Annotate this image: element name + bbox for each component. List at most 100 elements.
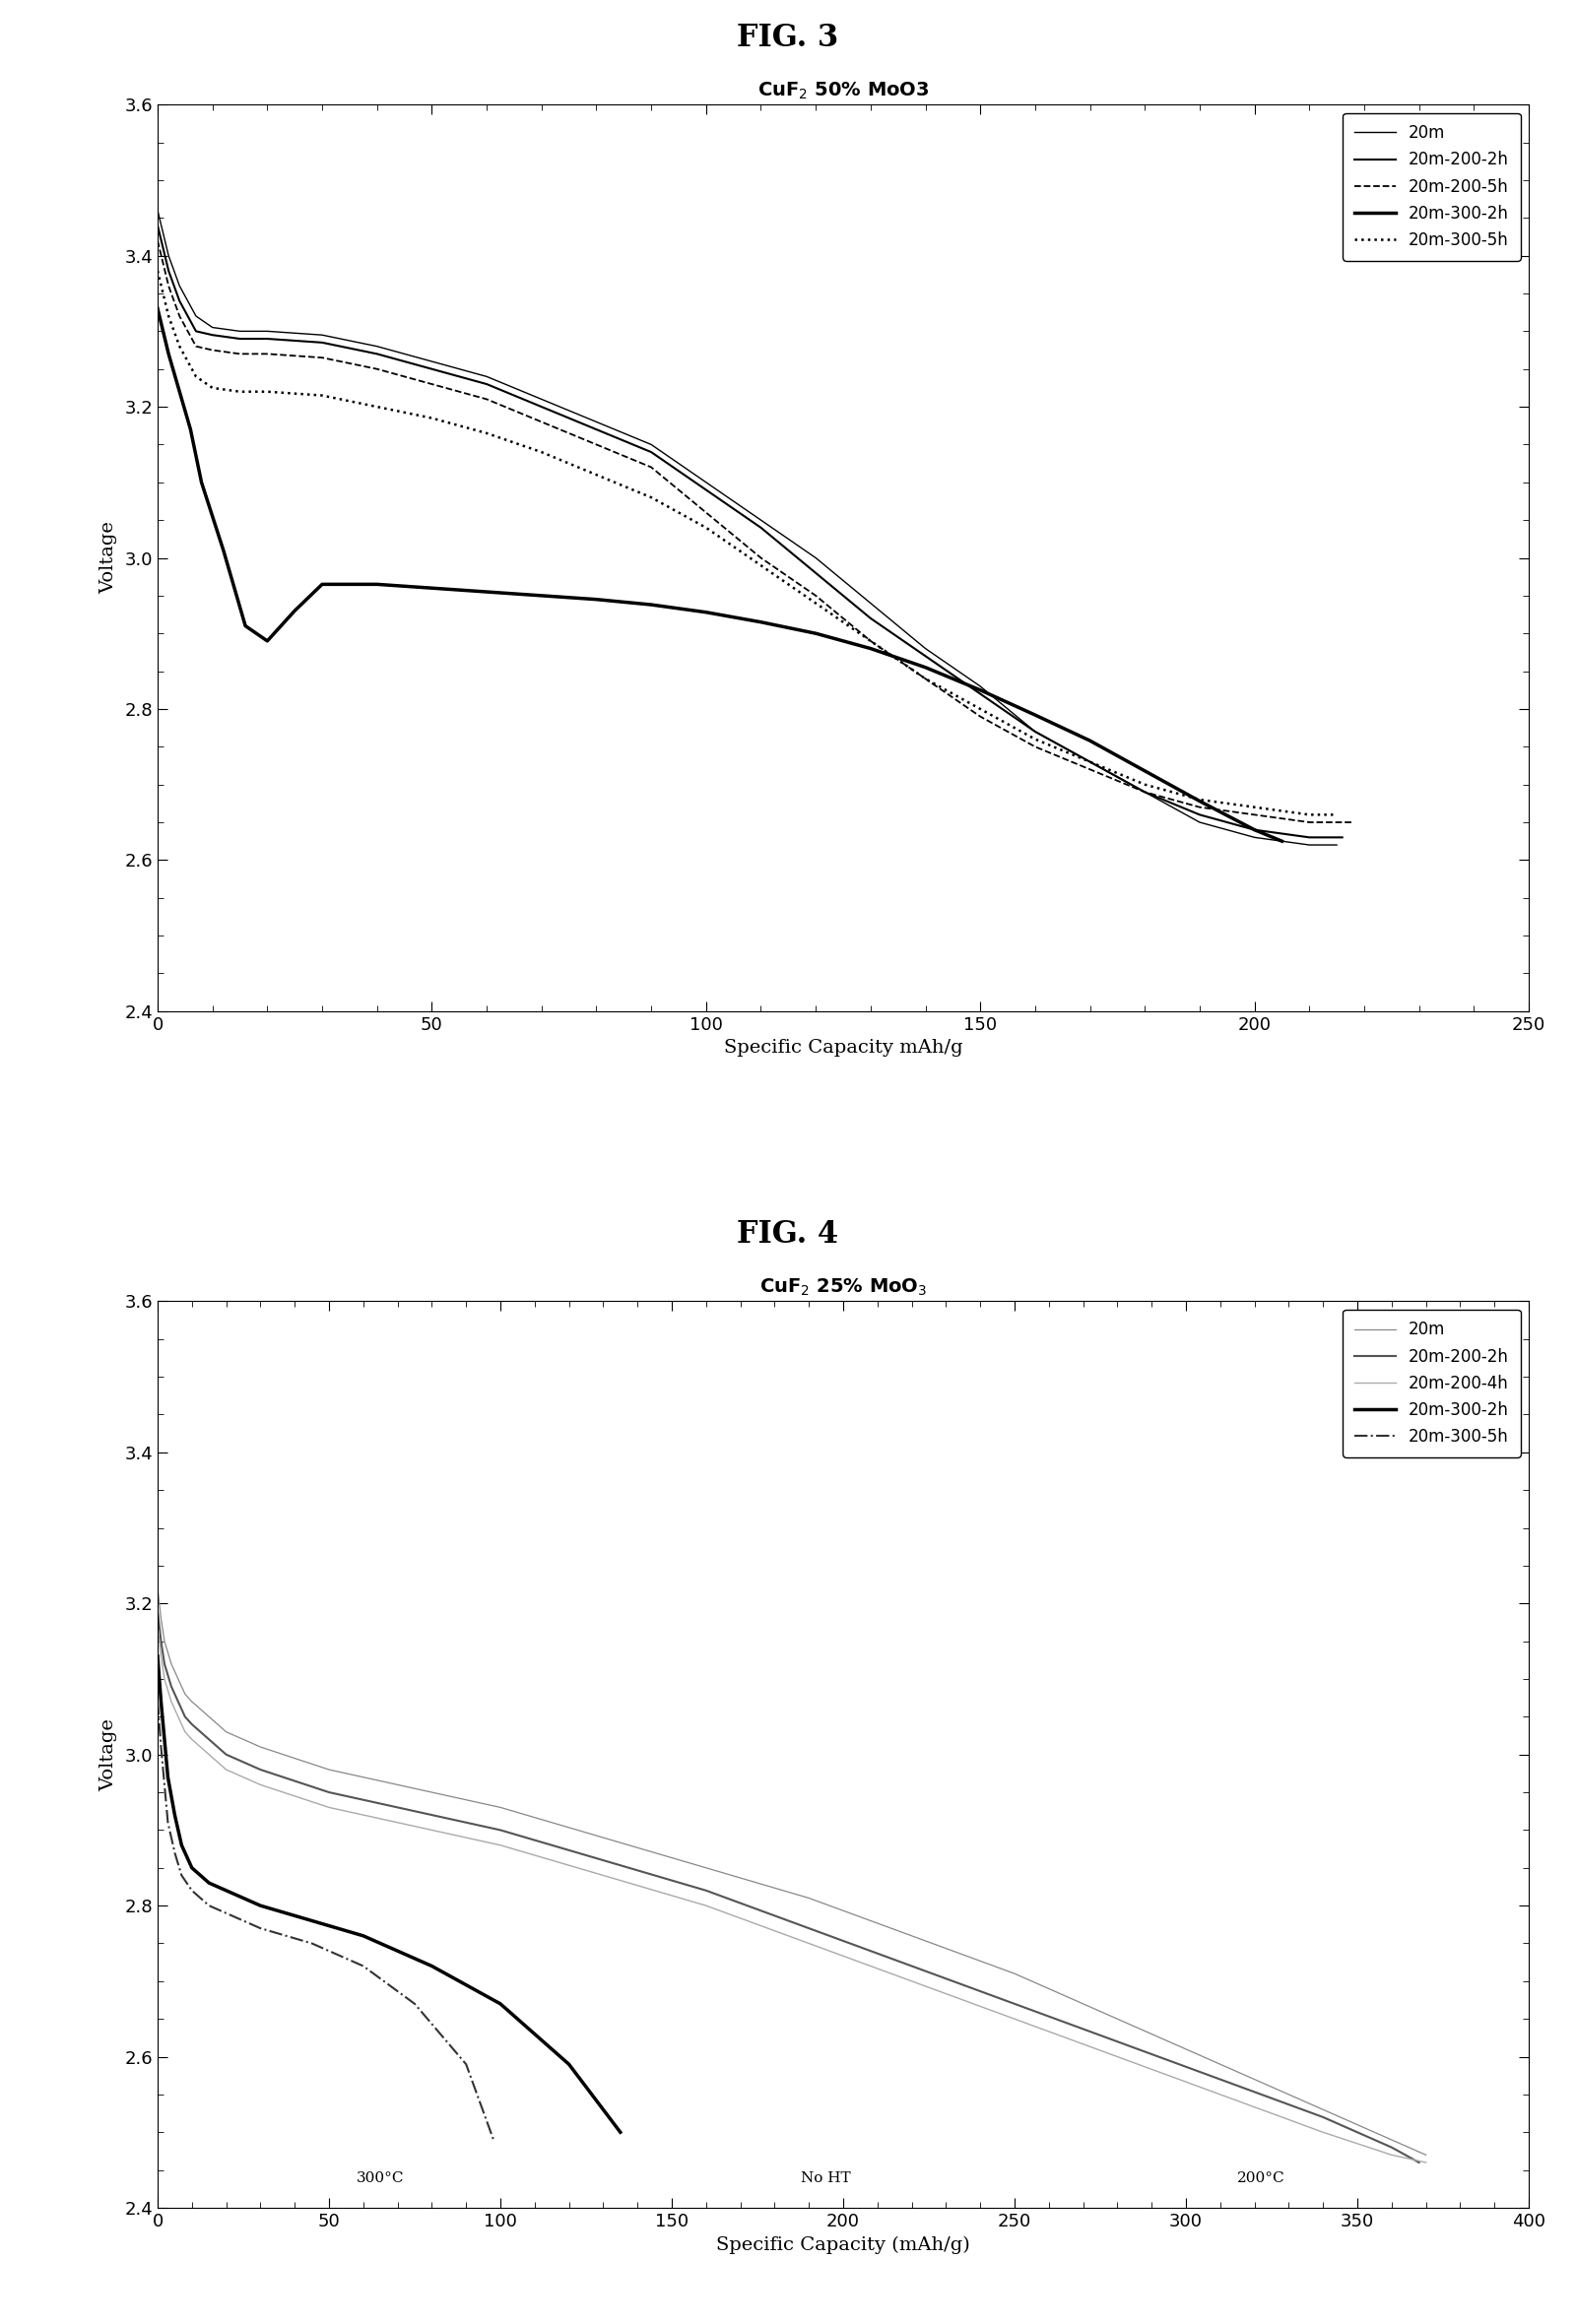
20m-300-2h [154, 1724, 173, 1752]
20m-300-2h [533, 581, 552, 609]
20m-200-5h [1081, 755, 1100, 783]
20m-200-2h [200, 1724, 219, 1752]
20m-300-5h [422, 404, 441, 432]
20m-300-5h [752, 551, 771, 579]
20m [251, 1734, 269, 1762]
20m-200-2h [148, 1597, 167, 1624]
20m-300-2h [172, 1831, 191, 1859]
20m [320, 1755, 339, 1783]
20m-200-2h [1300, 823, 1319, 851]
20m-200-4h [151, 1643, 170, 1671]
20m-200-5h [1300, 809, 1319, 837]
20m-200-2h [251, 1755, 269, 1783]
20m-300-5h [1190, 786, 1209, 813]
20m-300-5h [484, 2126, 503, 2154]
20m-300-2h [148, 295, 167, 323]
20m-200-4h [1005, 2006, 1024, 2034]
20m-200-2h [1108, 2027, 1127, 2054]
20m-200-4h [1382, 2140, 1401, 2168]
Title: CuF$_2$ 25% MoO$_3$: CuF$_2$ 25% MoO$_3$ [760, 1278, 927, 1299]
20m-300-5h [251, 1915, 269, 1943]
20m [1314, 2096, 1333, 2124]
20m [641, 430, 660, 458]
20m-300-5h [159, 1808, 178, 1836]
20m-200-2h [422, 356, 441, 383]
20m-300-5h [170, 332, 189, 360]
20m-300-2h [151, 1687, 170, 1715]
20m-300-2h [1272, 827, 1291, 855]
20m-300-2h [1190, 788, 1209, 816]
20m-200-2h [1314, 2103, 1333, 2131]
20m-200-2h [971, 681, 990, 709]
20m-200-2h [1409, 2147, 1428, 2175]
20m-300-5h [258, 379, 277, 407]
20m-200-4h [1108, 2043, 1127, 2071]
20m-200-2h [860, 604, 879, 632]
20m-300-2h [312, 569, 331, 597]
20m-200-2h [492, 1815, 511, 1843]
20m-200-5h [1026, 732, 1045, 760]
Line: 20m: 20m [158, 1587, 1426, 2154]
20m-300-5h [916, 665, 935, 693]
Line: 20m-300-5h: 20m-300-5h [158, 272, 1336, 816]
20m-300-2h [422, 1952, 441, 1980]
20m-200-4h [200, 1741, 219, 1769]
Y-axis label: Voltage: Voltage [99, 521, 118, 595]
20m-300-2h [216, 1875, 236, 1903]
20m-200-2h [1382, 2133, 1401, 2161]
20m-300-2h [1245, 816, 1264, 844]
20m [697, 1855, 716, 1882]
Legend: 20m, 20m-200-2h, 20m-200-4h, 20m-300-2h, 20m-300-5h: 20m, 20m-200-2h, 20m-200-4h, 20m-300-2h,… [1343, 1308, 1521, 1457]
20m [586, 409, 605, 437]
20m-200-4h [154, 1664, 173, 1692]
20m-200-4h [251, 1771, 269, 1799]
20m-300-5h [457, 2050, 476, 2078]
20m-300-5h [367, 393, 386, 421]
20m [492, 1794, 511, 1822]
20m-200-4h [697, 1892, 716, 1920]
20m [183, 1687, 202, 1715]
20m-300-2h [258, 627, 277, 655]
20m-300-2h [159, 339, 178, 367]
20m [388, 1771, 407, 1799]
20m-300-5h [200, 1892, 219, 1920]
20m-300-2h [1135, 758, 1154, 786]
20m-300-2h [170, 379, 189, 407]
20m-300-5h [203, 374, 222, 402]
Line: 20m: 20m [158, 211, 1336, 846]
20m-200-4h [594, 1862, 613, 1889]
20m-300-2h [159, 1764, 178, 1792]
20m [148, 198, 167, 225]
20m-300-5h [148, 258, 167, 286]
20m-300-2h [353, 1922, 374, 1950]
Title: CuF$_2$ 50% MoO3: CuF$_2$ 50% MoO3 [756, 81, 930, 102]
20m-300-5h [154, 1771, 173, 1799]
20m-300-2h [303, 1906, 322, 1934]
20m-200-4h [388, 1808, 407, 1836]
20m [162, 1650, 181, 1678]
20m-200-5h [159, 272, 178, 300]
20m-300-2h [971, 676, 990, 704]
20m-200-2h [183, 1710, 202, 1738]
20m [1245, 823, 1264, 851]
20m-200-4h [492, 1831, 511, 1859]
20m-200-5h [312, 344, 331, 372]
20m-200-2h [916, 641, 935, 669]
20m-300-2h [183, 1855, 202, 1882]
20m-300-2h [916, 653, 935, 681]
20m-200-5h [170, 302, 189, 330]
20m [203, 314, 222, 342]
20m [533, 386, 552, 414]
20m-200-2h [367, 339, 386, 367]
20m [200, 1703, 219, 1731]
20m [752, 507, 771, 535]
Line: 20m-300-2h: 20m-300-2h [158, 309, 1281, 841]
20m-300-2h [236, 611, 255, 639]
20m [1108, 2006, 1127, 2034]
20m [1081, 748, 1100, 776]
20m-200-2h [170, 288, 189, 316]
20m-200-2h [752, 514, 771, 541]
20m [807, 544, 826, 572]
20m-200-2h [697, 1875, 716, 1903]
20m-200-5h [1135, 779, 1154, 806]
